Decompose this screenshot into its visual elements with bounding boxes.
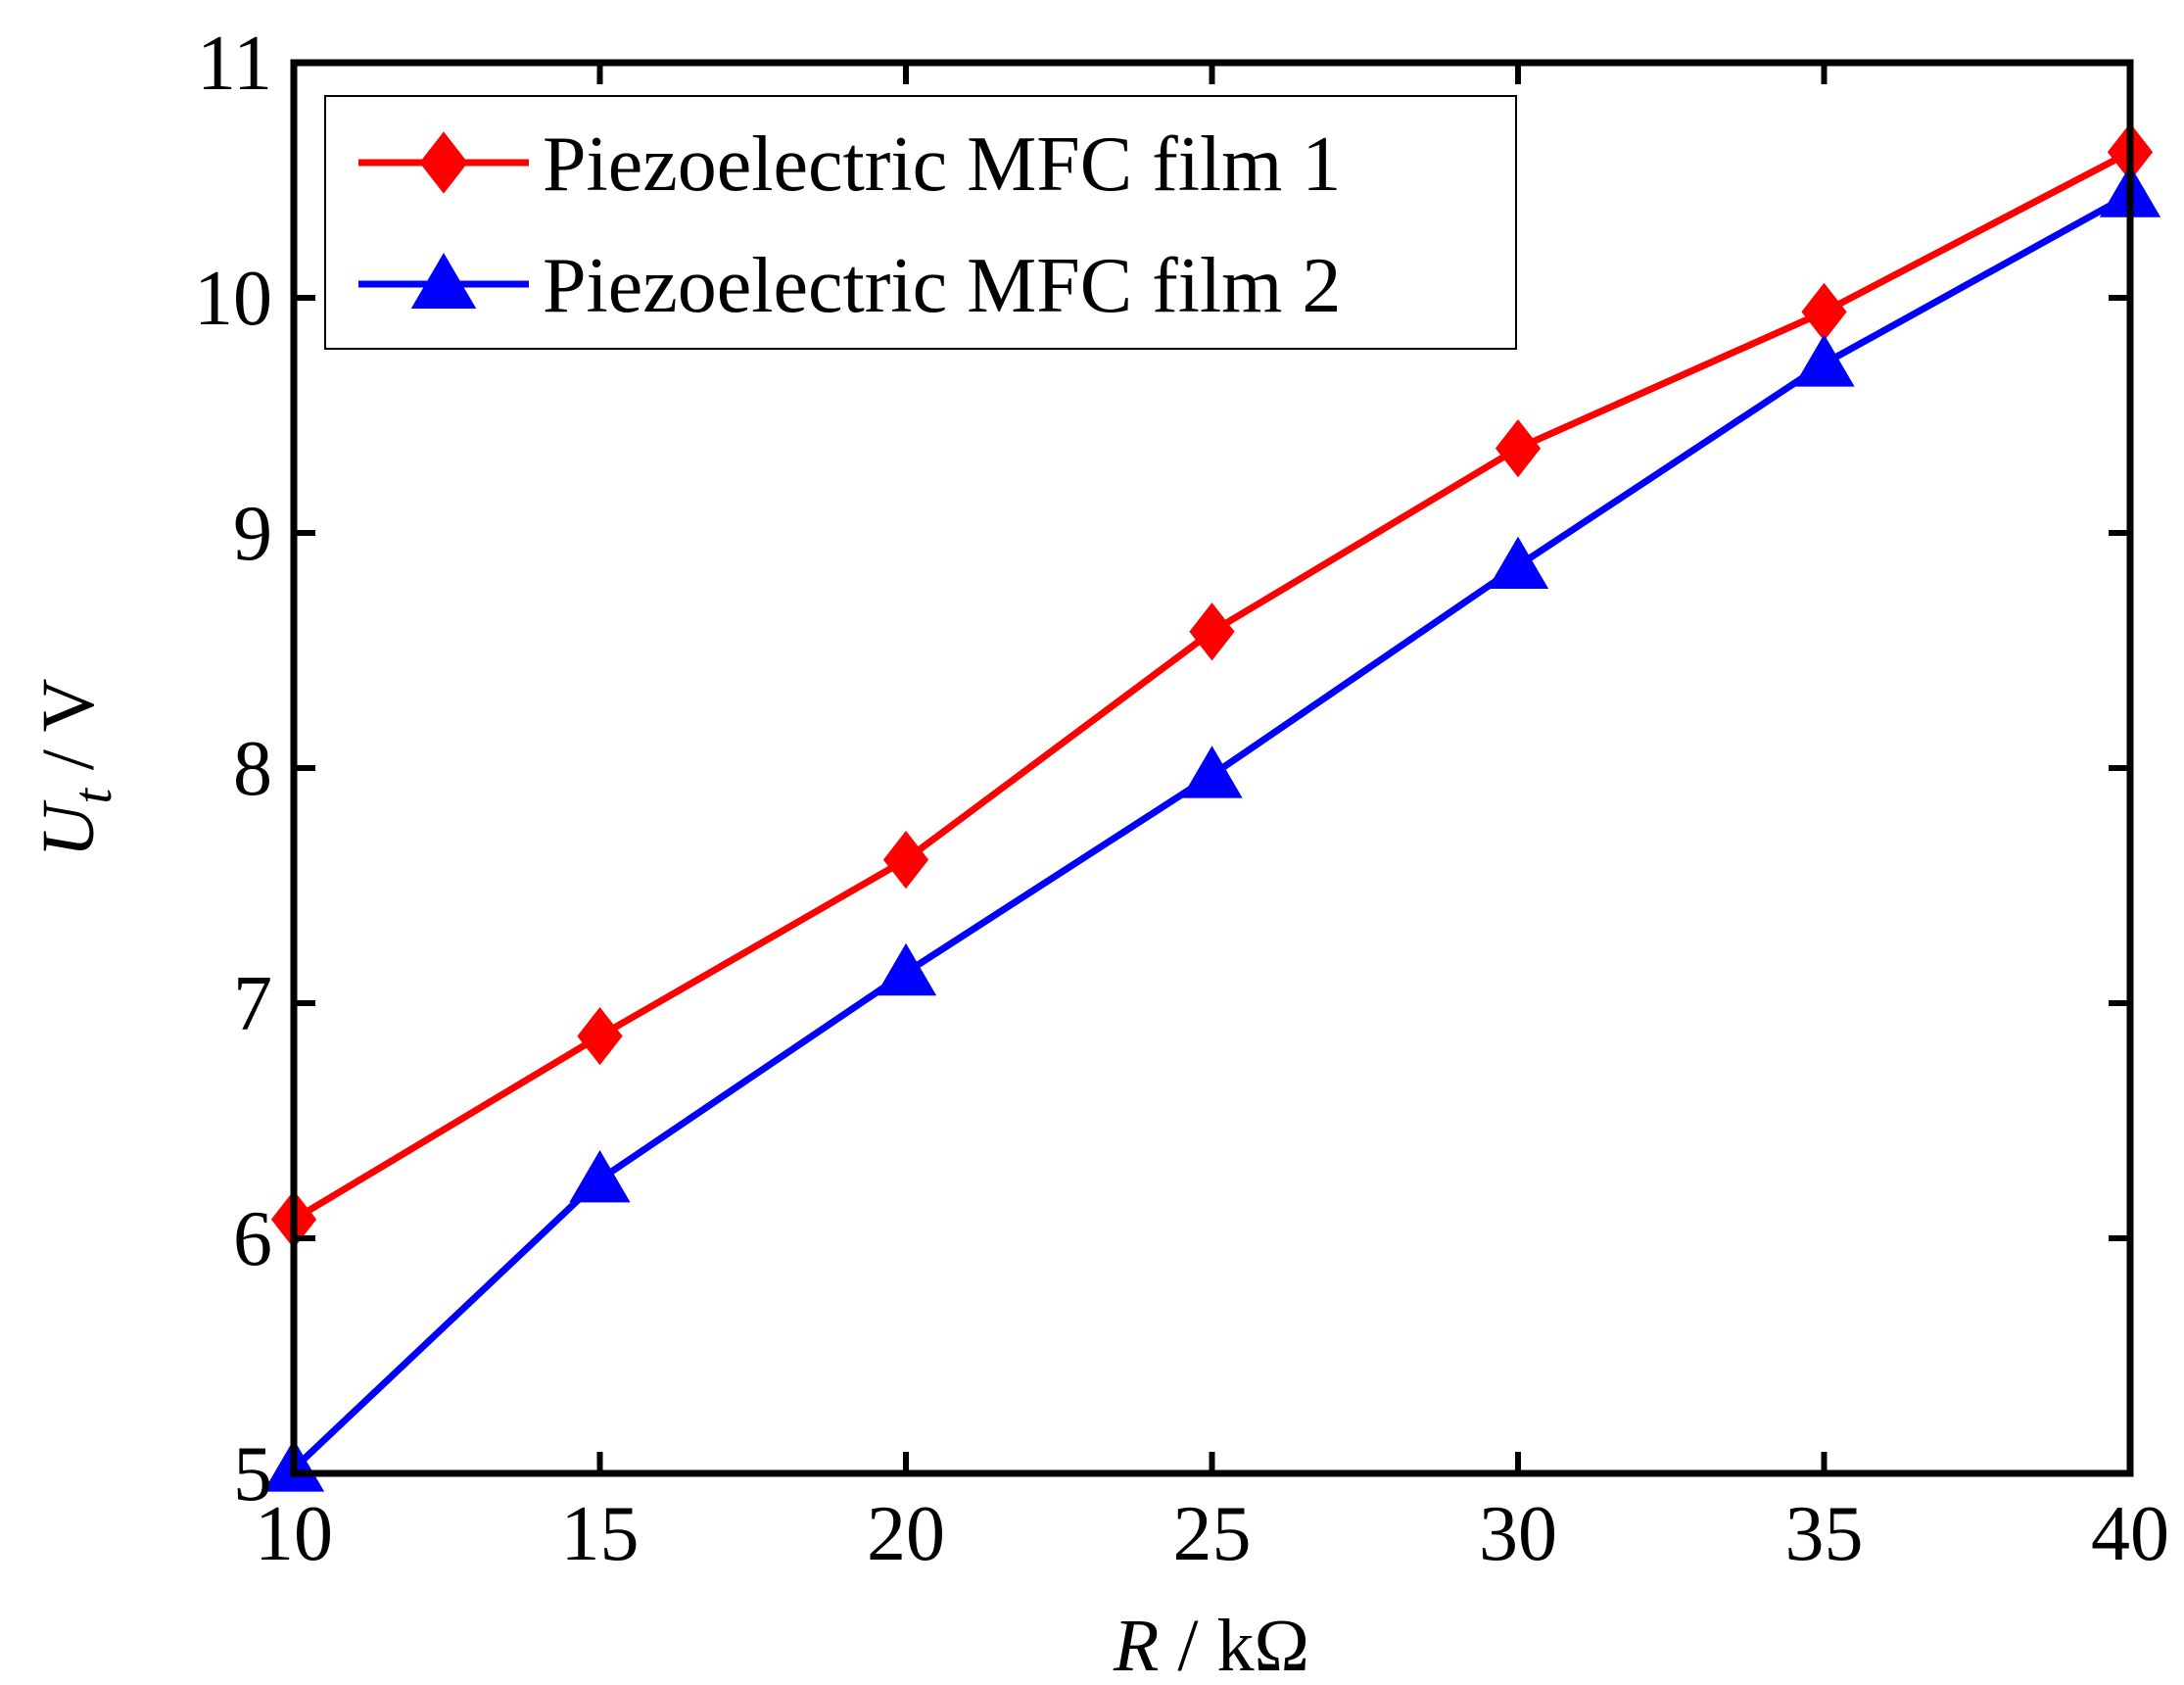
x-tick-label: 35 [1785, 1491, 1864, 1577]
legend-box [324, 95, 1517, 350]
y-tick-label: 9 [233, 491, 272, 577]
x-tick-label: 30 [1479, 1491, 1557, 1577]
series-1-point [1189, 602, 1235, 661]
legend-label-2: Piezoelectric MFC film 2 [543, 243, 1341, 329]
x-tick-label: 25 [1173, 1491, 1252, 1577]
series-1-point [882, 830, 929, 890]
series-1-point [577, 1006, 623, 1066]
series-layer [262, 122, 2161, 1492]
tick-layer: 10 15 20 25 30 35 40 5 6 7 8 9 10 11 [194, 21, 2169, 1577]
series-2-point [569, 1150, 631, 1203]
y-axis-label: Ut / V [27, 678, 123, 857]
y-tick-label: 5 [233, 1431, 272, 1517]
y-tick-label: 6 [233, 1196, 272, 1282]
y-tick-label: 7 [233, 961, 272, 1047]
series-2 [262, 165, 2161, 1492]
x-tick-label: 40 [2091, 1491, 2169, 1577]
series-1-point [1801, 282, 1847, 342]
series-2-point [1793, 334, 1855, 387]
x-tick-label: 15 [561, 1491, 640, 1577]
x-axis-label: R / kΩ [1113, 1605, 1309, 1685]
legend-marker-2 [410, 253, 477, 309]
legend: Piezoelectric MFC film 1 Piezoelectric MF… [324, 95, 1517, 350]
y-tick-label: 11 [197, 21, 272, 107]
legend-label-1: Piezoelectric MFC film 1 [543, 121, 1341, 208]
series-2-point [1487, 536, 1549, 589]
series-2-point [1181, 746, 1243, 798]
series-2-line [291, 191, 2132, 1471]
legend-marker-1 [419, 131, 468, 194]
y-tick-label: 10 [194, 256, 272, 342]
series-1-point [1495, 418, 1542, 478]
x-tick-label: 10 [255, 1491, 333, 1577]
x-tick-label: 20 [867, 1491, 945, 1577]
y-tick-label: 8 [233, 726, 272, 812]
series-2-point [875, 942, 937, 996]
